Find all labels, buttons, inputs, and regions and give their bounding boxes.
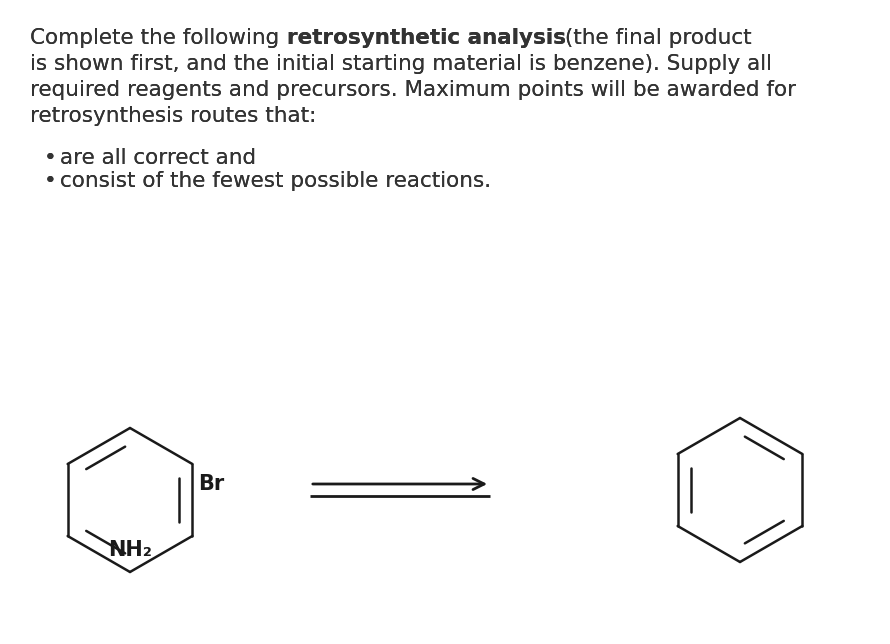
Text: retrosynthetic analysis: retrosynthetic analysis [287,28,566,48]
Text: (the final product: (the final product [558,28,751,48]
Text: required reagents and precursors. Maximum points will be awarded for: required reagents and precursors. Maximu… [30,80,797,100]
Text: Br: Br [198,474,224,494]
Text: NH₂: NH₂ [108,540,152,560]
Text: retrosynthesis routes that:: retrosynthesis routes that: [30,106,316,126]
Text: Complete the following: Complete the following [30,28,286,48]
Text: consist of the fewest possible reactions.: consist of the fewest possible reactions… [60,171,491,191]
Text: is shown first, and the initial starting material is benzene). Supply all: is shown first, and the initial starting… [30,54,772,74]
Text: are all correct and: are all correct and [60,147,256,167]
Text: •: • [44,147,57,167]
Text: (the final product: (the final product [558,28,751,48]
Text: is shown first, and the initial starting material is benzene). Supply all: is shown first, and the initial starting… [30,54,772,74]
Text: retrosynthetic analysis: retrosynthetic analysis [287,28,566,48]
Text: retrosynthesis routes that:: retrosynthesis routes that: [30,106,316,126]
Text: •: • [44,147,57,167]
Text: consist of the fewest possible reactions.: consist of the fewest possible reactions… [60,171,491,191]
Text: required reagents and precursors. Maximum points will be awarded for: required reagents and precursors. Maximu… [30,80,797,100]
Text: Complete the following: Complete the following [30,28,286,48]
Text: •: • [44,171,57,191]
Text: •: • [44,171,57,191]
Text: are all correct and: are all correct and [60,147,256,167]
